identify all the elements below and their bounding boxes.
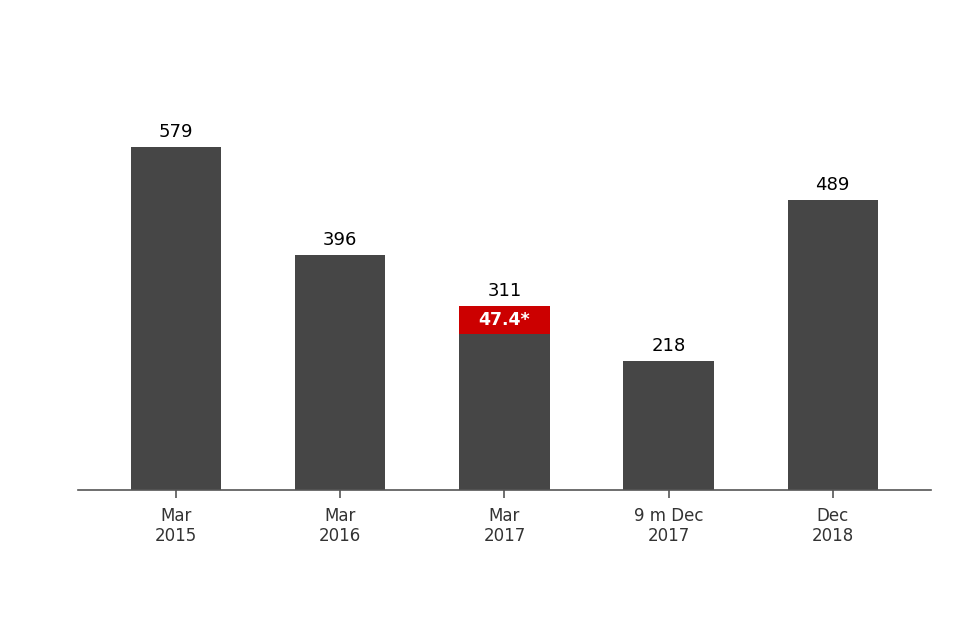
Text: 311: 311	[486, 282, 521, 300]
Text: 218: 218	[651, 337, 685, 355]
Text: 396: 396	[323, 232, 357, 249]
Text: 47.4*: 47.4*	[478, 311, 530, 328]
Bar	[623, 360, 713, 490]
Text: 579: 579	[159, 123, 193, 141]
Text: 489: 489	[815, 176, 849, 195]
Bar	[458, 306, 549, 490]
Bar	[787, 200, 877, 490]
Bar	[295, 256, 385, 490]
Bar	[131, 147, 221, 490]
Bar	[458, 306, 549, 333]
